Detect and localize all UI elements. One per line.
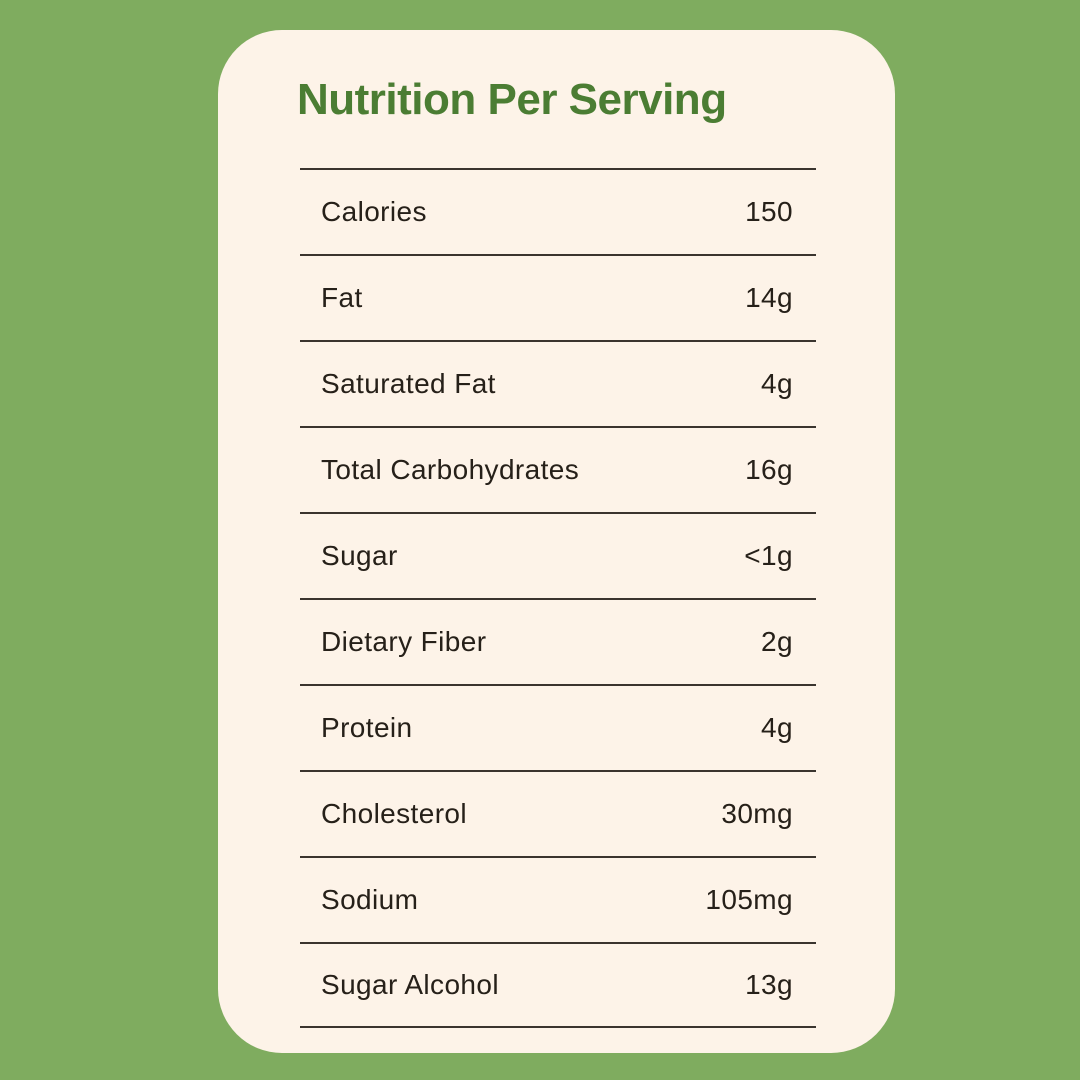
row-value: <1g bbox=[744, 540, 793, 571]
row-value: 105mg bbox=[705, 884, 793, 915]
row-value: 14g bbox=[745, 282, 793, 313]
row-label: Sodium bbox=[321, 884, 419, 915]
table-row: Dietary Fiber 2g bbox=[300, 598, 816, 684]
page-title: Nutrition Per Serving bbox=[297, 75, 727, 124]
table-row: Calories 150 bbox=[300, 168, 816, 254]
table-row: Protein 4g bbox=[300, 684, 816, 770]
row-label: Saturated Fat bbox=[321, 368, 496, 399]
row-label: Calories bbox=[321, 196, 427, 227]
row-value: 4g bbox=[761, 712, 793, 743]
nutrition-table: Calories 150 Fat 14g Saturated Fat 4g Total Ca… bbox=[300, 168, 816, 1028]
row-value: 13g bbox=[745, 969, 793, 1000]
table-row: Total Carbohydrates 16g bbox=[300, 426, 816, 512]
row-value: 16g bbox=[745, 454, 793, 485]
row-value: 2g bbox=[761, 626, 793, 657]
row-label: Total Carbohydrates bbox=[321, 454, 580, 485]
table-row: Sugar Alcohol 13g bbox=[300, 942, 816, 1028]
table-row: Saturated Fat 4g bbox=[300, 340, 816, 426]
nutrition-card: Nutrition Per Serving Calories 150 Fat 14g S… bbox=[218, 30, 895, 1053]
row-value: 30mg bbox=[721, 798, 793, 829]
row-label: Fat bbox=[321, 282, 363, 313]
row-label: Dietary Fiber bbox=[321, 626, 487, 657]
row-label: Protein bbox=[321, 712, 413, 743]
row-value: 4g bbox=[761, 368, 793, 399]
row-value: 150 bbox=[745, 196, 793, 227]
table-row: Sodium 105mg bbox=[300, 856, 816, 942]
row-label: Cholesterol bbox=[321, 798, 468, 829]
table-row: Cholesterol 30mg bbox=[300, 770, 816, 856]
row-label: Sugar Alcohol bbox=[321, 969, 499, 1000]
row-label: Sugar bbox=[321, 540, 398, 571]
table-row: Fat 14g bbox=[300, 254, 816, 340]
table-row: Sugar <1g bbox=[300, 512, 816, 598]
